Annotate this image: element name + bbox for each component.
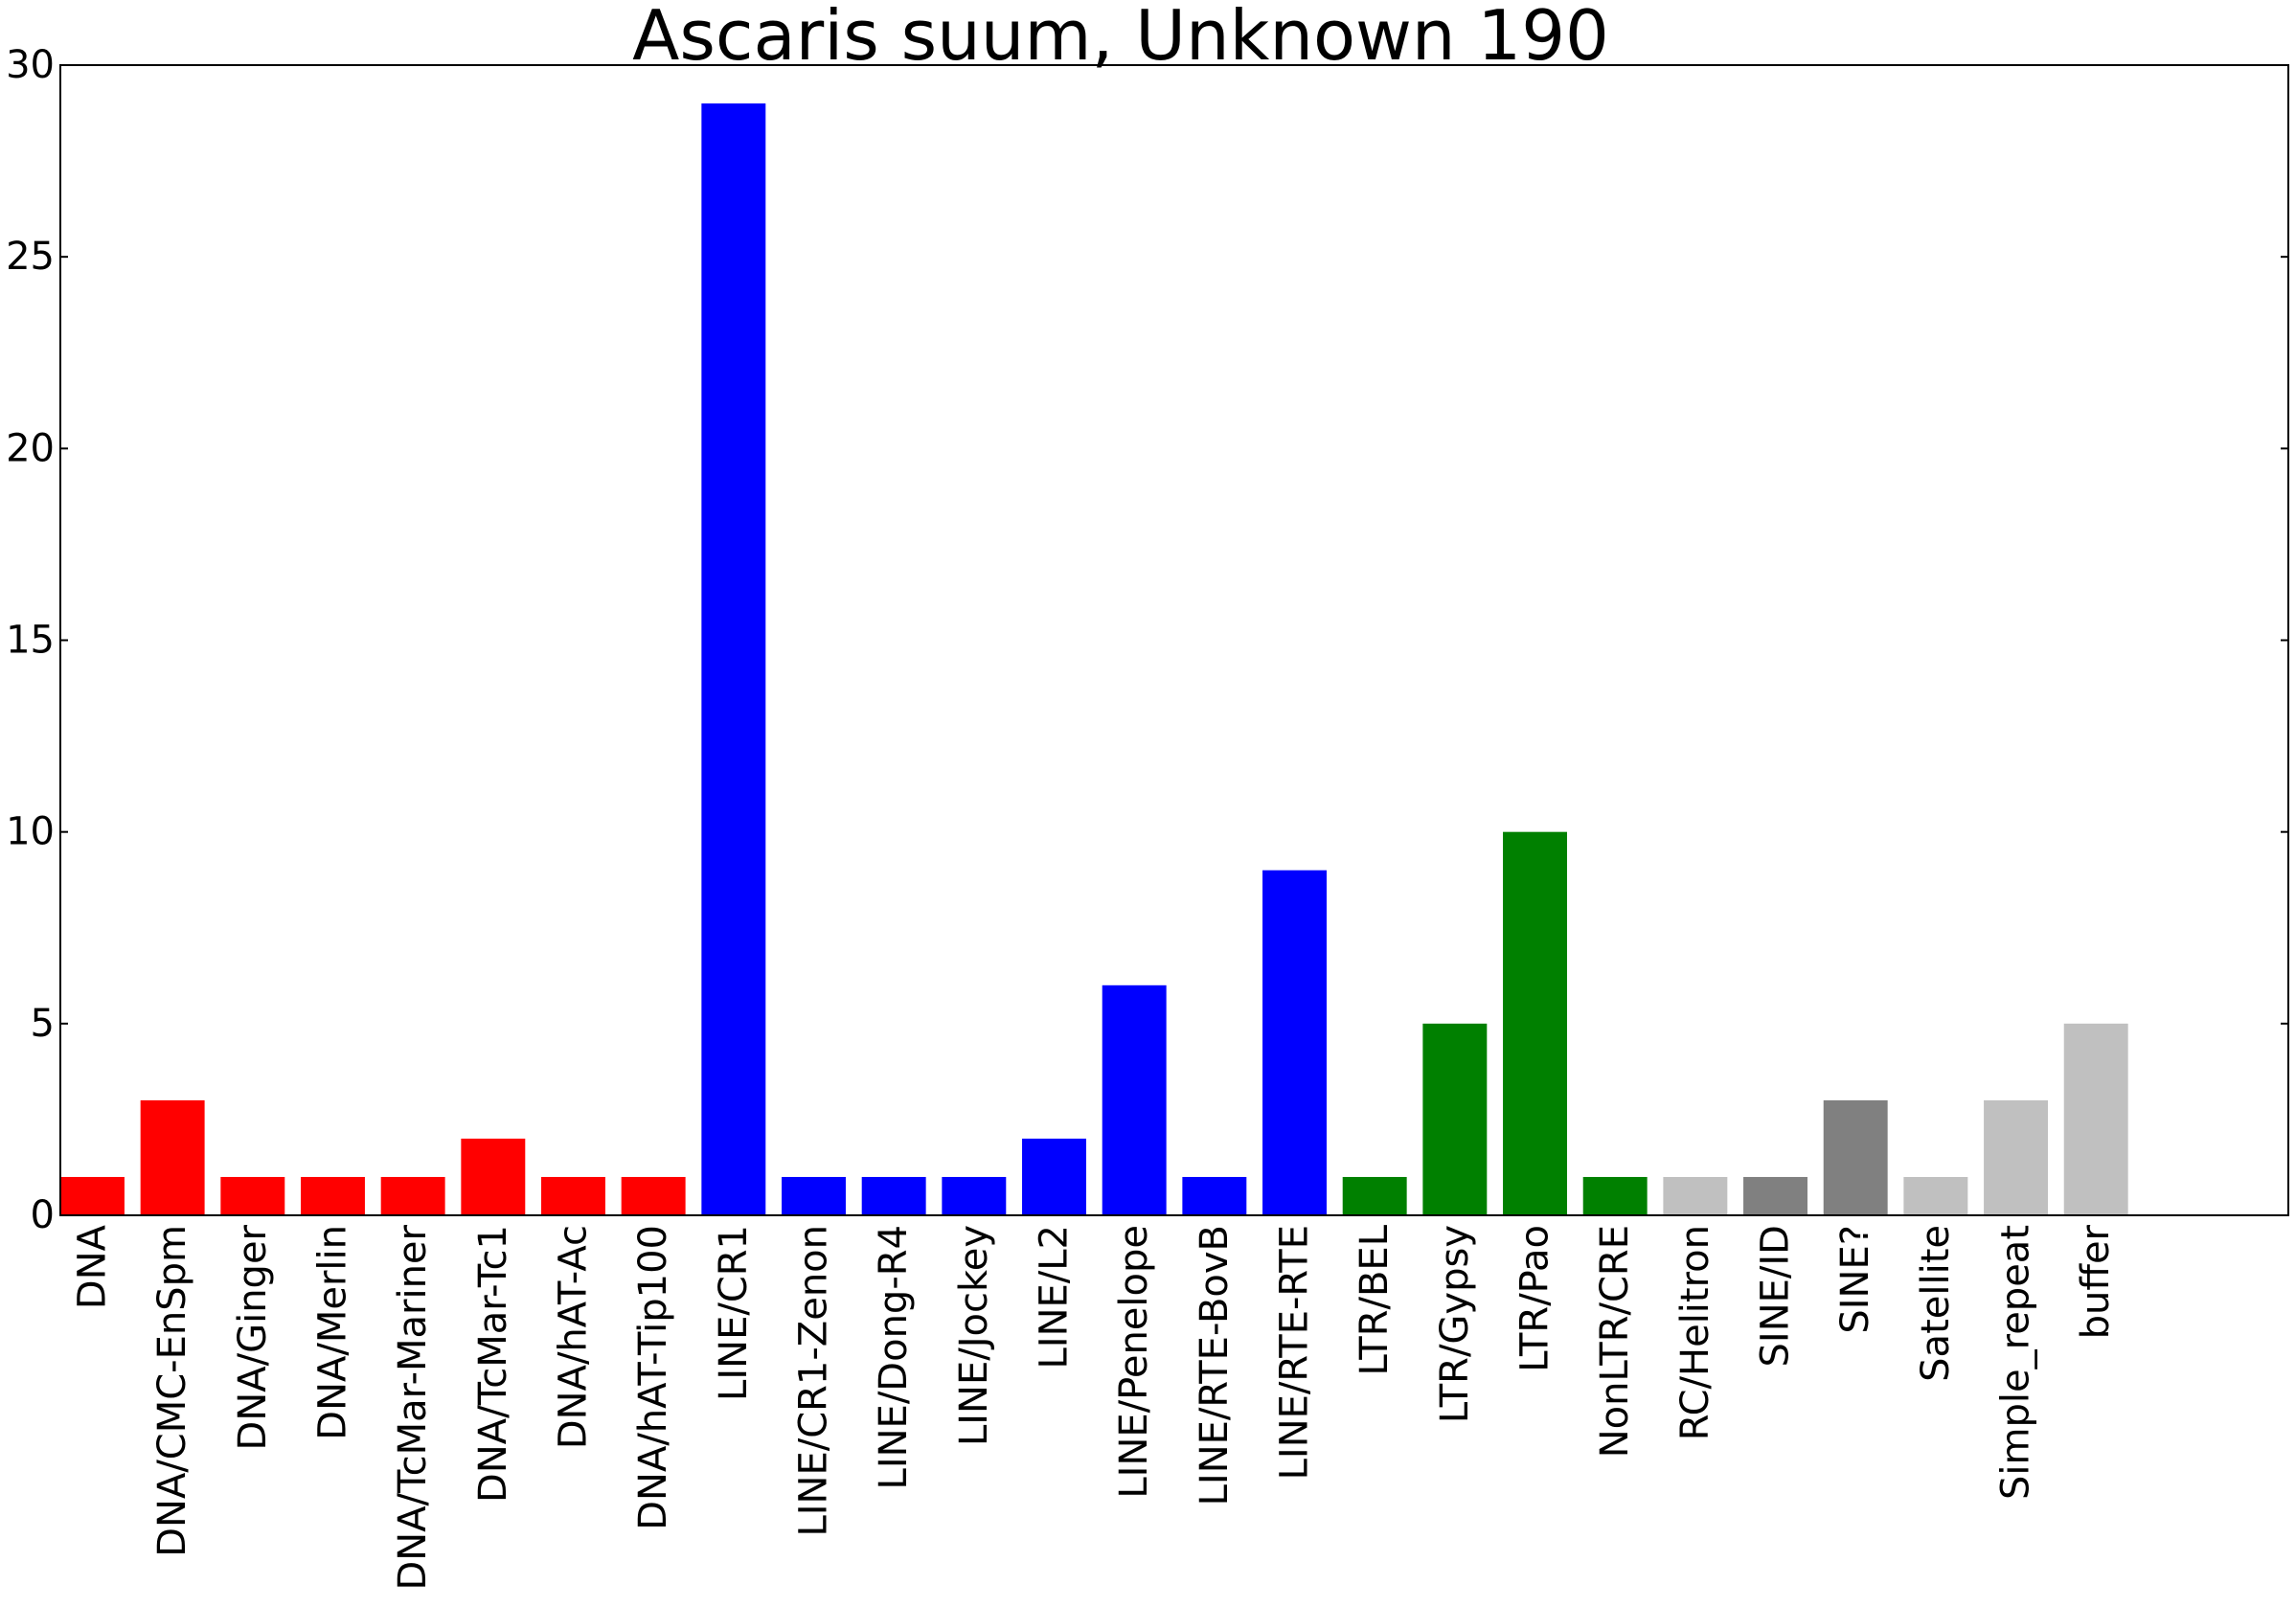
y-axis: 0 5 10 15 20 25 30 — [6, 43, 2288, 1237]
bar-12 — [1022, 1138, 1086, 1215]
x-tick-label-1: DNA/CMC-EnSpm — [150, 1225, 194, 1557]
x-tick-label-21: SINE/ID — [1754, 1225, 1798, 1367]
x-tick-label-19: NonLTR/CRE — [1593, 1225, 1637, 1458]
bar-19 — [1582, 1176, 1648, 1215]
x-tick-label-12: LINE/L2 — [1033, 1225, 1077, 1369]
x-tick-label-20: RC/Helitron — [1673, 1225, 1717, 1440]
x-tick-label-6: DNA/hAT-Ac — [551, 1225, 595, 1449]
x-tick-label-18: LTR/Pao — [1513, 1225, 1557, 1372]
y-tick-label-3: 15 — [6, 619, 55, 663]
x-tick-label-24: Simple_repeat — [1994, 1225, 2038, 1500]
x-tick-label-13: LINE/Penelope — [1112, 1225, 1156, 1499]
bar-10 — [861, 1176, 926, 1215]
bar-21 — [1743, 1176, 1807, 1215]
x-tick-label-14: LINE/RTE-BovB — [1193, 1225, 1237, 1505]
bar-11 — [942, 1176, 1007, 1215]
y-tick-label-5: 25 — [6, 235, 55, 279]
x-tick-label-23: Satellite — [1914, 1225, 1958, 1382]
x-tick-label-22: SINE? — [1833, 1225, 1877, 1334]
bars-group — [60, 103, 2128, 1215]
bar-6 — [541, 1176, 605, 1215]
bar-4 — [380, 1176, 445, 1215]
x-tick-label-3: DNA/Merlin — [310, 1225, 354, 1440]
bar-25 — [2063, 1023, 2128, 1215]
x-tick-label-9: LINE/CR1-Zenon — [791, 1225, 835, 1537]
bar-5 — [461, 1138, 526, 1215]
x-tick-label-4: DNA/TcMar-Mariner — [391, 1224, 435, 1590]
bar-14 — [1182, 1176, 1247, 1215]
y-tick-label-2: 10 — [6, 810, 55, 854]
x-tick-label-10: LINE/Dong-R4 — [872, 1225, 916, 1489]
bar-9 — [782, 1176, 846, 1215]
x-tick-label-17: LTR/Gypsy — [1433, 1225, 1477, 1423]
bar-24 — [1984, 1099, 2048, 1215]
y-tick-label-4: 20 — [6, 426, 55, 470]
y-tick-label-6: 30 — [6, 43, 55, 87]
x-tick-label-2: DNA/Ginger — [231, 1224, 275, 1450]
bar-13 — [1102, 985, 1167, 1215]
bar-8 — [701, 103, 766, 1215]
bar-1 — [140, 1099, 205, 1215]
x-tick-label-5: DNA/TcMar-Tc1 — [471, 1225, 515, 1503]
x-tick-label-7: DNA/hAT-Tip100 — [631, 1225, 675, 1530]
bar-7 — [621, 1176, 686, 1215]
plot-frame — [59, 64, 2289, 1216]
x-tick-label-15: LINE/RTE-RTE — [1273, 1225, 1317, 1480]
bar-23 — [1903, 1176, 1968, 1215]
x-tick-label-8: LINE/CR1 — [712, 1225, 756, 1401]
bar-22 — [1823, 1099, 1888, 1215]
chart-title: Ascaris suum, Unknown 190 — [632, 0, 1609, 76]
x-tick-label-0: DNA — [70, 1224, 114, 1309]
x-tick-label-11: LINE/Jockey — [952, 1225, 996, 1446]
x-axis: DNA DNA/CMC-EnSpm DNA/Ginger DNA/Merlin DNA/… — [70, 1224, 2118, 1590]
x-tick-label-16: LTR/BEL — [1353, 1224, 1397, 1375]
bar-20 — [1663, 1176, 1728, 1215]
bar-18 — [1503, 831, 1567, 1215]
bar-3 — [301, 1176, 365, 1215]
bar-2 — [220, 1176, 285, 1215]
y-tick-label-0: 0 — [31, 1193, 55, 1237]
bar-17 — [1422, 1023, 1488, 1215]
bar-0 — [60, 1176, 125, 1215]
y-tick-label-1: 5 — [31, 1002, 55, 1046]
bar-15 — [1262, 870, 1327, 1215]
x-tick-label-25: buffer — [2074, 1224, 2118, 1339]
bar-16 — [1342, 1176, 1407, 1215]
